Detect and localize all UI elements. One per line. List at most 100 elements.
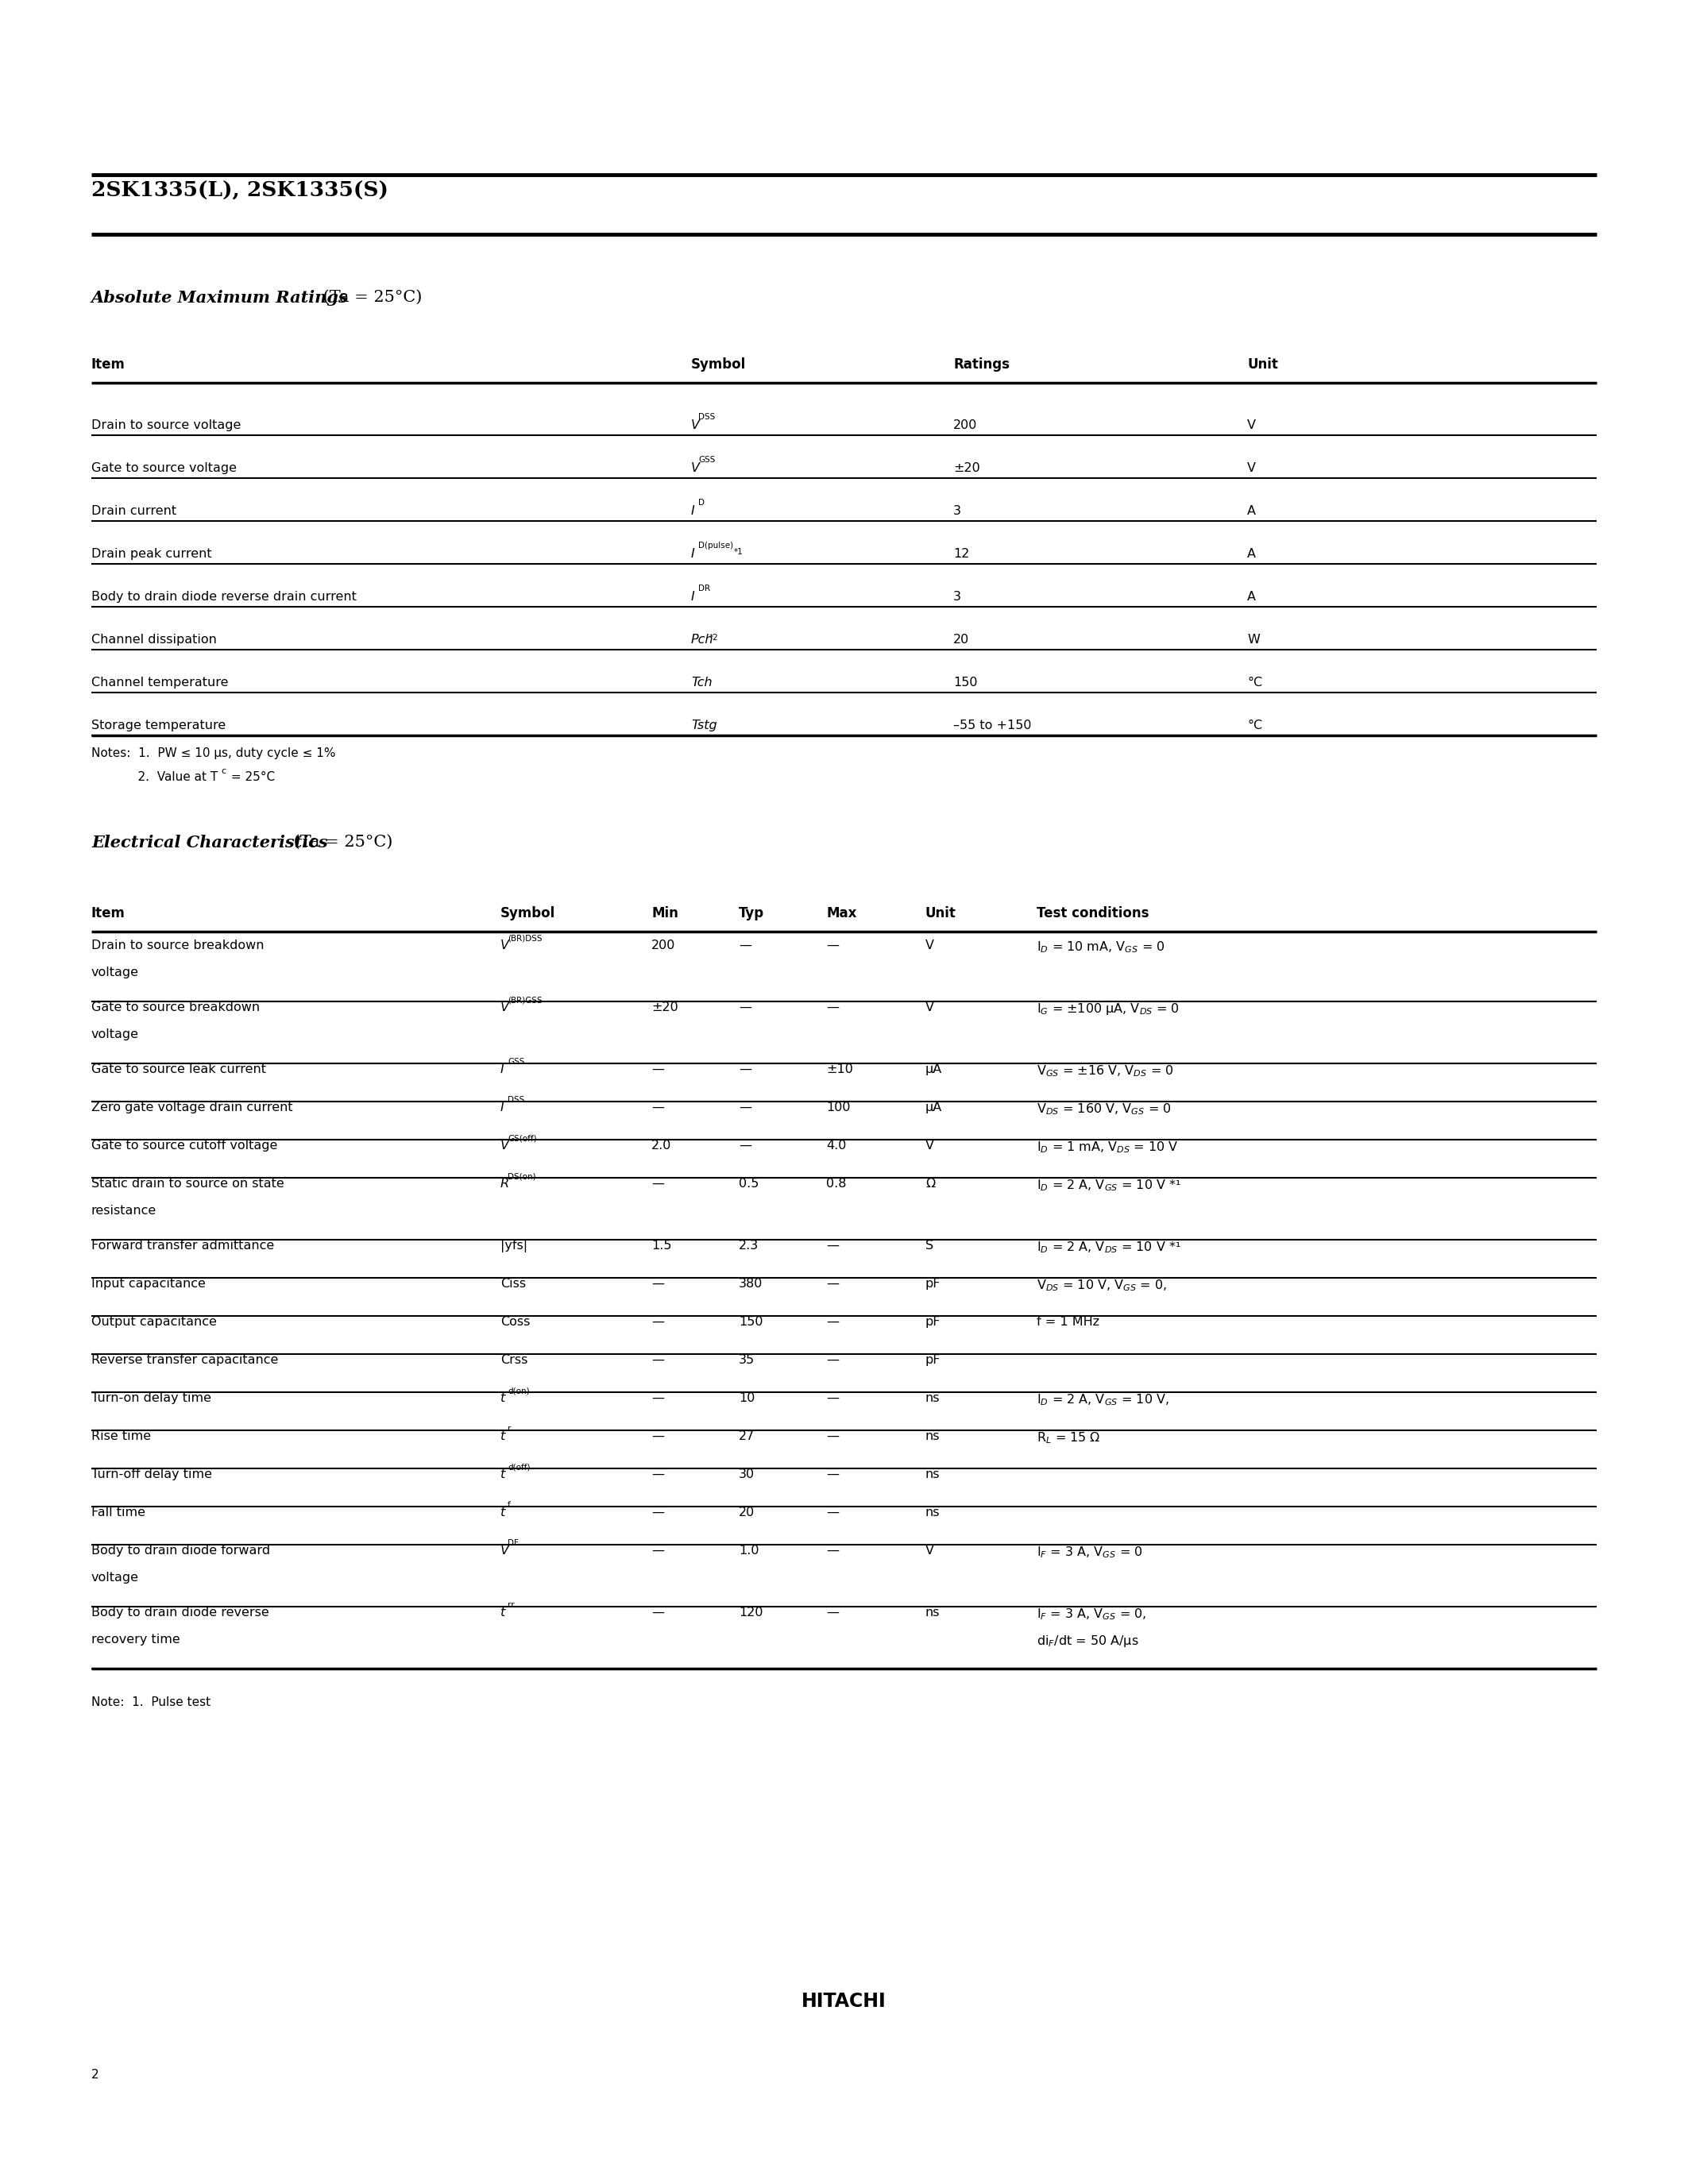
Text: 120: 120 <box>739 1607 763 1618</box>
Text: Test conditions: Test conditions <box>1036 906 1150 919</box>
Text: 100: 100 <box>825 1101 851 1114</box>
Text: Body to drain diode reverse drain current: Body to drain diode reverse drain curren… <box>91 592 356 603</box>
Text: Electrical Characteristics: Electrical Characteristics <box>91 834 327 850</box>
Text: I$_F$ = 3 A, V$_{GS}$ = 0,: I$_F$ = 3 A, V$_{GS}$ = 0, <box>1036 1607 1146 1621</box>
Text: I: I <box>690 592 695 603</box>
Text: Coss: Coss <box>500 1317 530 1328</box>
Text: 380: 380 <box>739 1278 763 1291</box>
Text: r: r <box>508 1424 511 1433</box>
Text: GS(off): GS(off) <box>508 1133 537 1142</box>
Text: V: V <box>925 1140 933 1151</box>
Text: c: c <box>221 767 226 775</box>
Text: V: V <box>925 939 933 952</box>
Text: ns: ns <box>925 1431 940 1441</box>
Text: Drain peak current: Drain peak current <box>91 548 211 559</box>
Text: –55 to +150: –55 to +150 <box>954 719 1031 732</box>
Text: 0.8: 0.8 <box>825 1177 846 1190</box>
Text: —: — <box>825 1241 839 1251</box>
Text: —: — <box>825 1317 839 1328</box>
Text: DR: DR <box>699 585 711 592</box>
Text: Forward transfer admittance: Forward transfer admittance <box>91 1241 273 1251</box>
Text: A: A <box>1247 592 1256 603</box>
Text: V: V <box>690 463 701 474</box>
Text: 150: 150 <box>954 677 977 688</box>
Text: GSS: GSS <box>508 1057 525 1066</box>
Text: D(pulse): D(pulse) <box>699 542 734 550</box>
Text: GSS: GSS <box>699 456 716 463</box>
Text: HITACHI: HITACHI <box>802 1992 886 2011</box>
Text: Channel temperature: Channel temperature <box>91 677 228 688</box>
Text: —: — <box>652 1064 663 1075</box>
Text: d(on): d(on) <box>508 1387 530 1396</box>
Text: Drain to source breakdown: Drain to source breakdown <box>91 939 263 952</box>
Text: f: f <box>508 1500 510 1509</box>
Text: —: — <box>825 1002 839 1013</box>
Text: 4.0: 4.0 <box>825 1140 846 1151</box>
Text: I$_D$ = 2 A, V$_{GS}$ = 10 V *¹: I$_D$ = 2 A, V$_{GS}$ = 10 V *¹ <box>1036 1177 1182 1192</box>
Text: (Ta = 25°C): (Ta = 25°C) <box>317 290 422 306</box>
Text: V$_{DS}$ = 160 V, V$_{GS}$ = 0: V$_{DS}$ = 160 V, V$_{GS}$ = 0 <box>1036 1101 1171 1116</box>
Text: 2.3: 2.3 <box>739 1241 760 1251</box>
Text: I$_D$ = 1 mA, V$_{DS}$ = 10 V: I$_D$ = 1 mA, V$_{DS}$ = 10 V <box>1036 1140 1178 1155</box>
Text: —: — <box>652 1544 663 1557</box>
Text: Turn-on delay time: Turn-on delay time <box>91 1391 211 1404</box>
Text: di$_F$/dt = 50 A/μs: di$_F$/dt = 50 A/μs <box>1036 1634 1139 1649</box>
Text: I$_D$ = 10 mA, V$_{GS}$ = 0: I$_D$ = 10 mA, V$_{GS}$ = 0 <box>1036 939 1165 954</box>
Text: —: — <box>652 1607 663 1618</box>
Text: voltage: voltage <box>91 1572 138 1583</box>
Text: 0.5: 0.5 <box>739 1177 760 1190</box>
Text: —: — <box>739 1101 751 1114</box>
Text: Gate to source voltage: Gate to source voltage <box>91 463 236 474</box>
Text: —: — <box>825 1391 839 1404</box>
Text: t: t <box>500 1431 505 1441</box>
Text: V: V <box>500 1140 510 1151</box>
Text: Tch: Tch <box>690 677 712 688</box>
Text: Ratings: Ratings <box>954 358 1009 371</box>
Text: ns: ns <box>925 1507 940 1518</box>
Text: I: I <box>500 1064 505 1075</box>
Text: I: I <box>690 548 695 559</box>
Text: Drain current: Drain current <box>91 505 177 518</box>
Text: DSS: DSS <box>699 413 716 422</box>
Text: t: t <box>500 1391 505 1404</box>
Text: 12: 12 <box>954 548 969 559</box>
Text: —: — <box>825 1544 839 1557</box>
Text: 200: 200 <box>652 939 675 952</box>
Text: I: I <box>500 1101 505 1114</box>
Text: 150: 150 <box>739 1317 763 1328</box>
Text: (BR)DSS: (BR)DSS <box>508 935 542 941</box>
Text: 3: 3 <box>954 505 960 518</box>
Text: DSS: DSS <box>508 1096 525 1103</box>
Text: V: V <box>1247 419 1256 430</box>
Text: Output capacitance: Output capacitance <box>91 1317 216 1328</box>
Text: V: V <box>925 1544 933 1557</box>
Text: —: — <box>739 939 751 952</box>
Text: 30: 30 <box>739 1468 755 1481</box>
Text: 27: 27 <box>739 1431 755 1441</box>
Text: DS(on): DS(on) <box>508 1173 535 1179</box>
Text: —: — <box>825 1354 839 1365</box>
Text: A: A <box>1247 505 1256 518</box>
Text: Pch: Pch <box>690 633 714 646</box>
Text: Reverse transfer capacitance: Reverse transfer capacitance <box>91 1354 279 1365</box>
Text: Gate to source cutoff voltage: Gate to source cutoff voltage <box>91 1140 277 1151</box>
Text: ±20: ±20 <box>652 1002 679 1013</box>
Text: °C: °C <box>1247 719 1263 732</box>
Text: rr: rr <box>508 1601 515 1610</box>
Text: W: W <box>1247 633 1259 646</box>
Text: Input capacitance: Input capacitance <box>91 1278 206 1291</box>
Text: pF: pF <box>925 1278 940 1291</box>
Text: DF: DF <box>508 1540 518 1546</box>
Text: Zero gate voltage drain current: Zero gate voltage drain current <box>91 1101 292 1114</box>
Text: —: — <box>825 1278 839 1291</box>
Text: t: t <box>500 1607 505 1618</box>
Text: Body to drain diode forward: Body to drain diode forward <box>91 1544 270 1557</box>
Text: I$_G$ = ±100 μA, V$_{DS}$ = 0: I$_G$ = ±100 μA, V$_{DS}$ = 0 <box>1036 1002 1180 1016</box>
Text: μA: μA <box>925 1064 942 1075</box>
Text: —: — <box>652 1101 663 1114</box>
Text: Unit: Unit <box>1247 358 1278 371</box>
Text: V: V <box>500 1002 510 1013</box>
Text: μA: μA <box>925 1101 942 1114</box>
Text: —: — <box>652 1468 663 1481</box>
Text: —: — <box>652 1391 663 1404</box>
